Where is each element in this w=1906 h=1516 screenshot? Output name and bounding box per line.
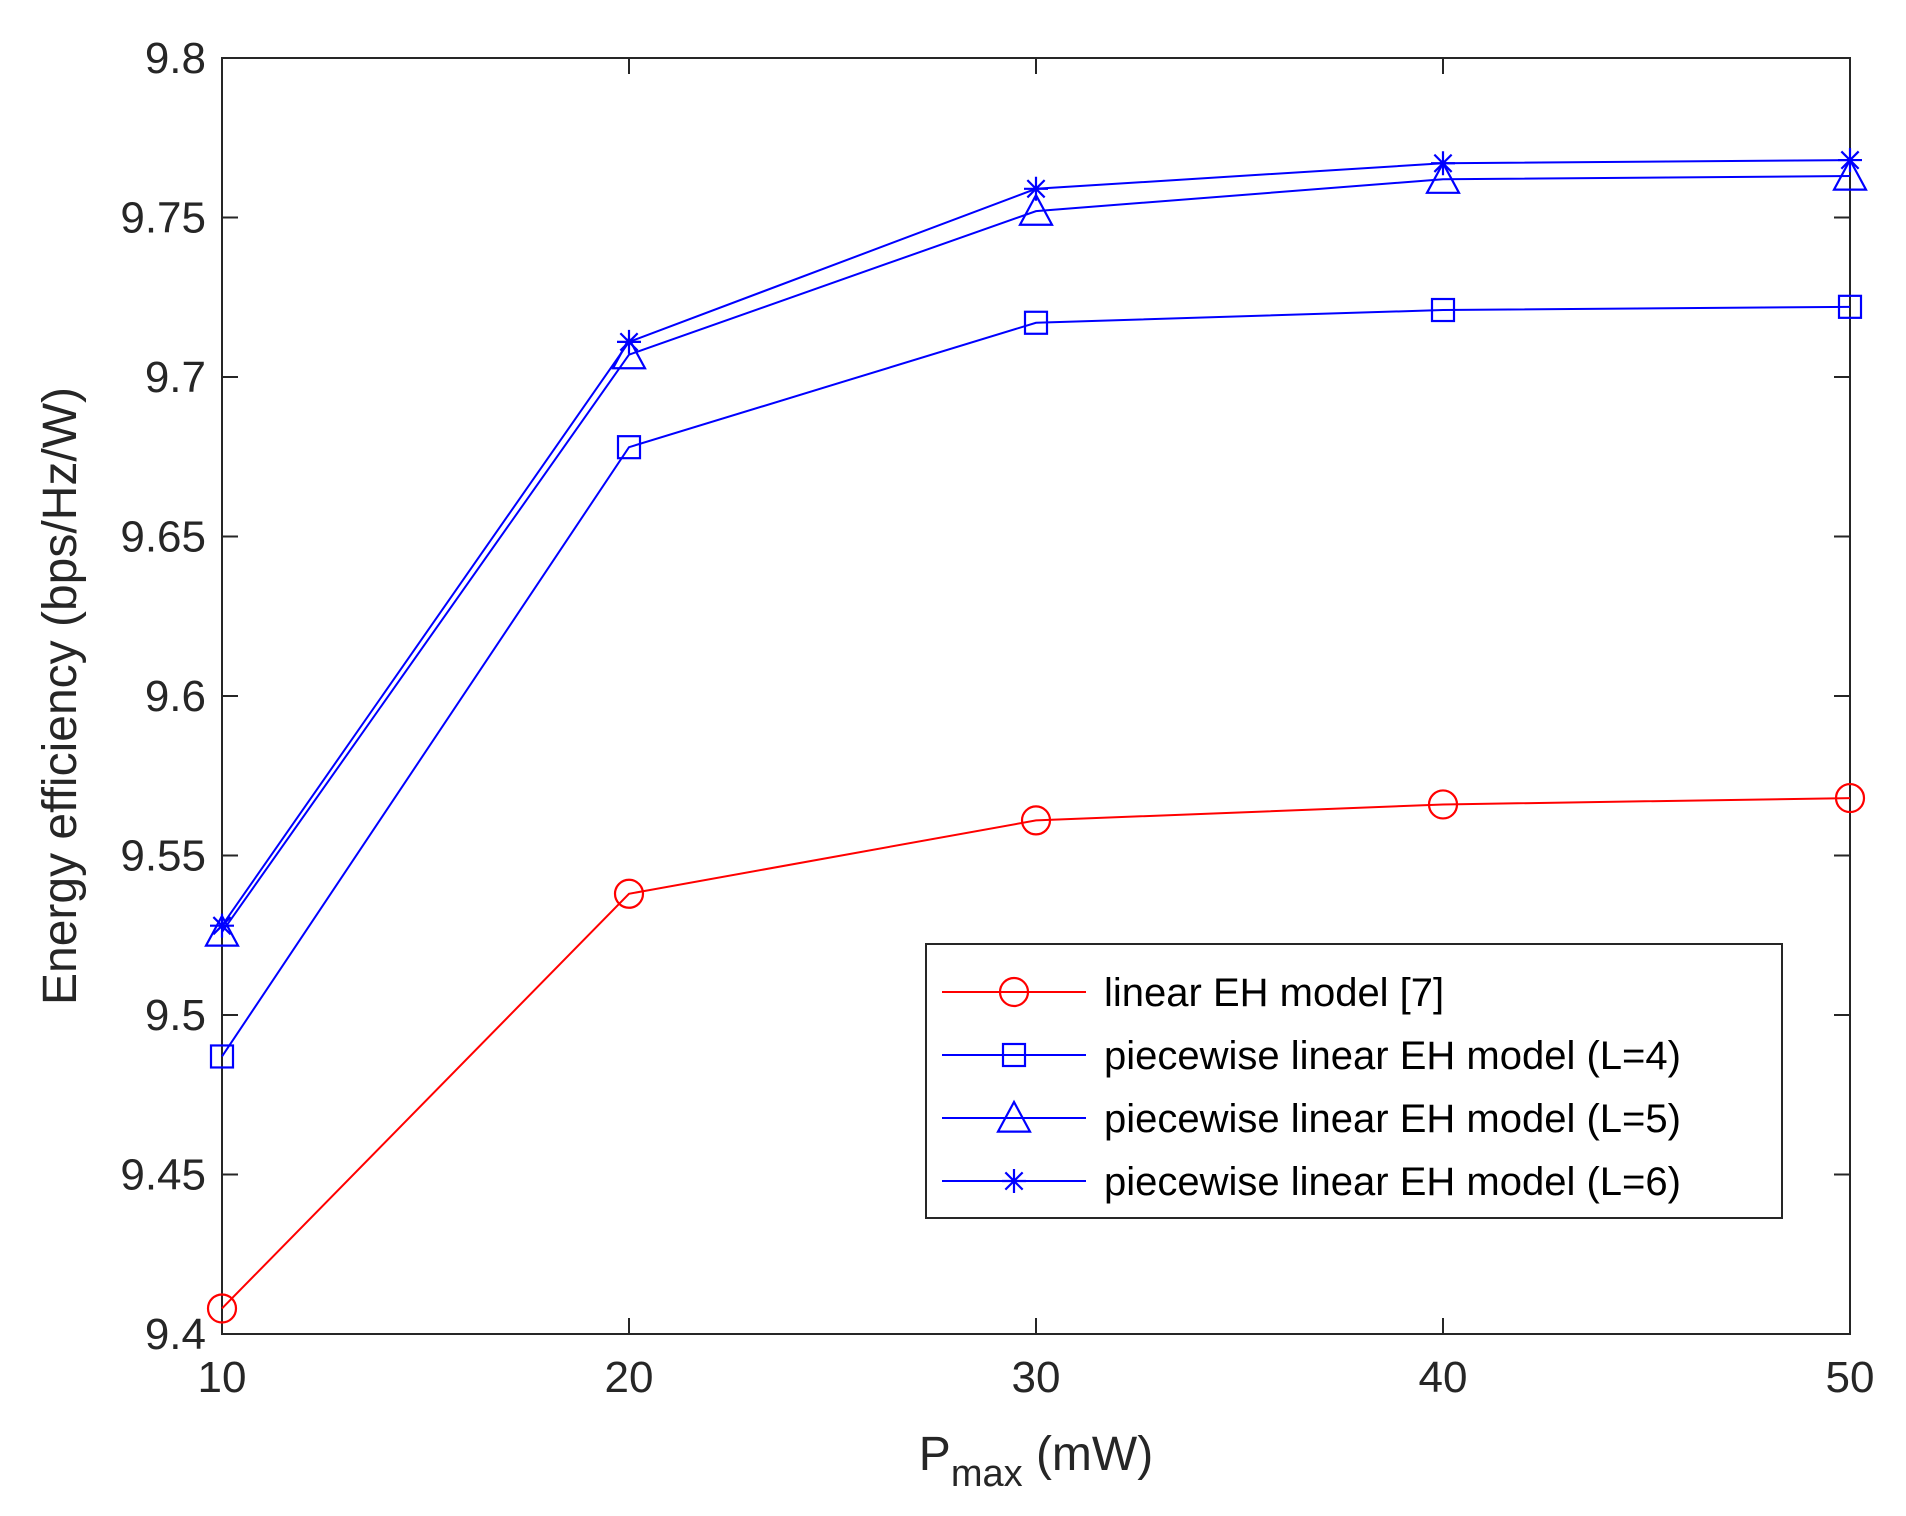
data-point	[1430, 297, 1456, 323]
y-tick-label: 9.5	[145, 991, 206, 1040]
x-tick-label: 40	[1419, 1353, 1468, 1402]
legend-entry: linear EH model [7]	[942, 971, 1444, 1015]
data-point	[204, 913, 240, 947]
series-line	[221, 175, 1851, 933]
data-point	[210, 913, 234, 938]
y-tick-label: 9.8	[145, 34, 206, 83]
data-point	[1837, 294, 1863, 319]
legend-box	[925, 943, 1783, 1219]
data-point	[613, 878, 645, 909]
x-axis-label-main: P	[919, 1428, 951, 1481]
data-point	[206, 1293, 238, 1324]
data-point	[617, 329, 641, 354]
data-point	[1018, 192, 1054, 226]
x-tick-label: 30	[1012, 1353, 1061, 1402]
data-point	[616, 435, 642, 460]
data-point	[1832, 157, 1868, 191]
legend-entry: piecewise linear EH model (L=5)	[942, 1097, 1681, 1141]
y-tick-label: 9.4	[145, 1310, 206, 1359]
legend-label: piecewise linear EH model (L=6)	[1104, 1160, 1681, 1204]
y-tick-label: 9.65	[120, 513, 206, 562]
legend-entry: piecewise linear EH model (L=6)	[942, 1160, 1681, 1204]
y-tick-label: 9.6	[145, 672, 206, 721]
y-axis-label: Energy efficiency (bps/Hz/W)	[34, 387, 87, 1005]
x-tick-label: 10	[198, 1353, 247, 1402]
x-axis-label: Pmax (mW)	[919, 1428, 1153, 1495]
data-point	[1425, 160, 1461, 194]
data-point	[209, 1044, 235, 1069]
data-point	[1427, 789, 1459, 820]
legend-marker	[998, 976, 1030, 1008]
x-axis-label-unit: (mW)	[1023, 1428, 1154, 1481]
y-tick-label: 9.75	[120, 194, 206, 243]
legend-marker	[1001, 1042, 1027, 1068]
legend-entry: piecewise linear EH model (L=4)	[942, 1034, 1681, 1078]
data-point	[1024, 176, 1048, 201]
legend-marker	[996, 1099, 1032, 1133]
legend-label: piecewise linear EH model (L=4)	[1104, 1034, 1681, 1078]
series-1	[206, 782, 1866, 1324]
x-axis-label-sub: max	[951, 1453, 1023, 1495]
legend-marker	[1002, 1169, 1026, 1193]
y-tick-label: 9.45	[120, 1151, 206, 1200]
x-tick-label: 50	[1826, 1353, 1875, 1402]
y-tick-label: 9.55	[120, 832, 206, 881]
series-layer	[204, 148, 1868, 1324]
series-2	[209, 294, 1863, 1069]
axis-ticks: 10 20 30 40 50 9.4 9.45 9.5 9.55 9.6 9.65 9.7 9.75 9.…	[120, 34, 1874, 1402]
data-point	[1023, 310, 1049, 335]
data-point	[1834, 782, 1866, 814]
data-point	[1020, 805, 1052, 836]
series-line	[221, 305, 1851, 1058]
series-line	[221, 797, 1851, 1310]
data-point	[1431, 151, 1455, 176]
legend-label: piecewise linear EH model (L=5)	[1104, 1097, 1681, 1141]
series-4	[210, 148, 1862, 938]
y-tick-label: 9.7	[145, 353, 206, 402]
x-tick-label: 20	[605, 1353, 654, 1402]
legend: linear EH model [7] piecewise linear EH m…	[925, 943, 1783, 1219]
legend-label: linear EH model [7]	[1104, 971, 1444, 1015]
data-point	[1838, 148, 1862, 173]
